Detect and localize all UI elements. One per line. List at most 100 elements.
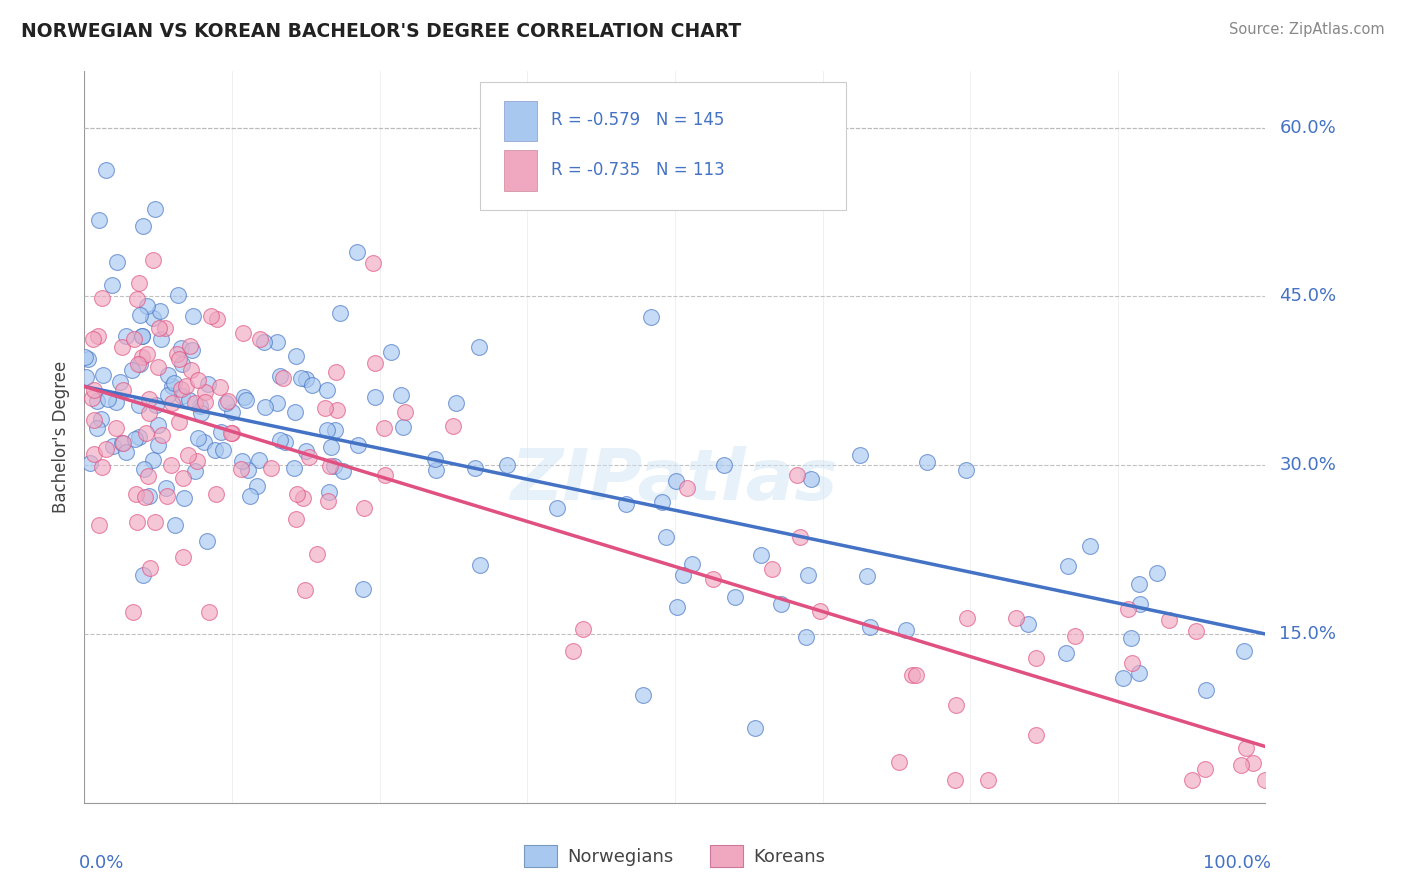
Point	[572, 622, 595, 636]
Point	[269, 434, 291, 448]
Point	[464, 461, 486, 475]
Point	[546, 500, 568, 515]
Point	[1078, 539, 1101, 553]
Point	[284, 512, 307, 526]
Point	[1057, 558, 1080, 573]
Point	[1146, 566, 1168, 580]
Point	[132, 219, 155, 234]
Point	[125, 292, 148, 306]
Point	[128, 358, 150, 372]
Point	[323, 458, 346, 473]
Point	[266, 335, 288, 350]
Point	[702, 572, 724, 586]
Point	[233, 390, 256, 404]
Point	[153, 320, 176, 334]
Point	[247, 453, 270, 467]
FancyBboxPatch shape	[479, 82, 846, 211]
Point	[633, 688, 655, 702]
Point	[1194, 762, 1216, 776]
Point	[1159, 613, 1181, 627]
Point	[142, 253, 165, 268]
Point	[101, 277, 124, 292]
Text: NORWEGIAN VS KOREAN BACHELOR'S DEGREE CORRELATION CHART: NORWEGIAN VS KOREAN BACHELOR'S DEGREE CO…	[21, 22, 741, 41]
Text: 100.0%: 100.0%	[1204, 854, 1271, 872]
Point	[145, 398, 167, 412]
Point	[77, 351, 100, 366]
Text: Source: ZipAtlas.com: Source: ZipAtlas.com	[1229, 22, 1385, 37]
Text: R = -0.579   N = 145: R = -0.579 N = 145	[551, 112, 724, 129]
Point	[163, 517, 186, 532]
Point	[298, 450, 321, 465]
Point	[86, 421, 108, 435]
Point	[724, 590, 747, 604]
Y-axis label: Bachelor's Degree: Bachelor's Degree	[52, 361, 70, 513]
Point	[148, 320, 170, 334]
Point	[132, 567, 155, 582]
Point	[1054, 646, 1077, 660]
Point	[87, 517, 110, 532]
Point	[198, 605, 221, 619]
Point	[749, 548, 772, 562]
Point	[676, 482, 699, 496]
Point	[197, 376, 219, 391]
Point	[172, 471, 194, 485]
Point	[346, 244, 368, 259]
Point	[1116, 602, 1139, 616]
Point	[316, 493, 339, 508]
Point	[329, 306, 352, 320]
Point	[143, 202, 166, 216]
Point	[786, 467, 808, 482]
Legend: Norwegians, Koreans: Norwegians, Koreans	[517, 838, 832, 874]
Point	[160, 379, 183, 393]
Point	[232, 326, 254, 340]
Point	[229, 462, 252, 476]
Point	[319, 458, 342, 473]
Point	[83, 412, 105, 426]
Point	[91, 291, 114, 305]
Point	[1230, 758, 1253, 772]
Point	[561, 644, 583, 658]
Point	[94, 442, 117, 456]
Point	[101, 439, 124, 453]
Point	[1004, 611, 1026, 625]
Point	[236, 463, 259, 477]
Point	[170, 389, 193, 403]
Point	[87, 328, 110, 343]
Point	[134, 462, 156, 476]
Point	[318, 485, 340, 500]
Point	[1195, 682, 1218, 697]
Point	[180, 343, 202, 358]
Point	[146, 359, 169, 374]
Point	[111, 436, 134, 450]
Point	[156, 387, 179, 401]
Point	[808, 604, 831, 618]
Point	[121, 363, 143, 377]
Point	[246, 479, 269, 493]
Point	[157, 368, 180, 383]
Point	[1025, 728, 1047, 742]
Point	[110, 375, 132, 389]
Point	[131, 328, 153, 343]
Point	[187, 373, 209, 387]
Point	[301, 378, 323, 392]
Point	[190, 406, 212, 420]
Point	[174, 379, 197, 393]
Point	[389, 388, 412, 402]
Point	[179, 392, 201, 407]
Point	[666, 599, 689, 614]
Point	[131, 329, 153, 343]
Text: 15.0%: 15.0%	[1279, 625, 1336, 643]
Point	[138, 392, 160, 406]
Point	[273, 371, 295, 385]
Point	[249, 332, 271, 346]
Point	[316, 383, 339, 397]
Text: 0.0%: 0.0%	[79, 854, 124, 872]
Point	[200, 309, 222, 323]
Point	[187, 431, 209, 445]
Point	[283, 461, 305, 475]
Point	[655, 530, 678, 544]
Point	[266, 396, 288, 410]
Point	[170, 341, 193, 355]
Point	[134, 490, 156, 504]
Point	[392, 420, 415, 434]
